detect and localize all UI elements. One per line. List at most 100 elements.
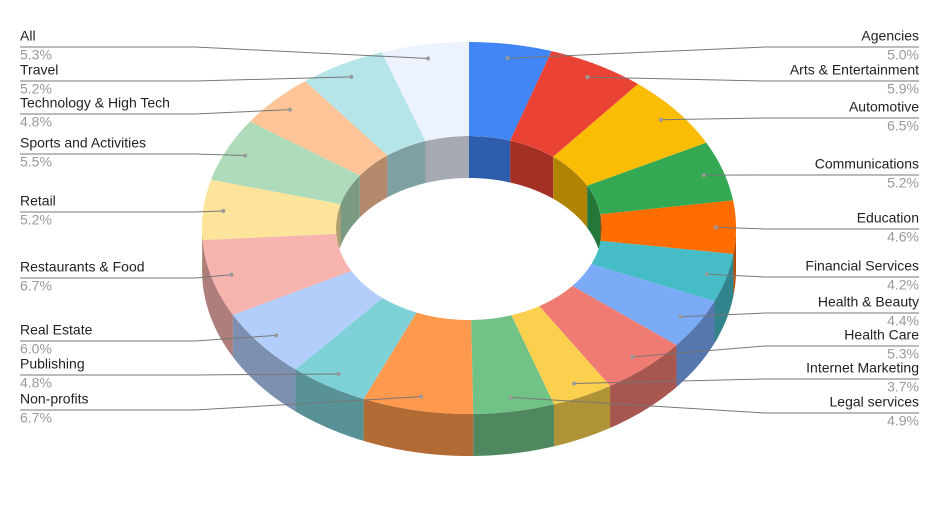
leader-line xyxy=(20,396,422,411)
leader-dot xyxy=(713,225,718,230)
inner-side xyxy=(425,136,469,184)
label-name: Legal services xyxy=(830,394,920,410)
slice-side xyxy=(202,239,233,357)
leader-dot xyxy=(287,107,292,112)
slice xyxy=(202,179,341,240)
label-value: 6.5% xyxy=(887,118,919,134)
slice xyxy=(249,81,388,176)
leader-line xyxy=(507,46,919,59)
leader-dot xyxy=(658,117,663,122)
slice-side xyxy=(733,228,736,296)
label-name: Communications xyxy=(815,156,919,172)
slice xyxy=(232,270,383,370)
label-value: 5.0% xyxy=(887,47,919,63)
label-value: 5.2% xyxy=(887,175,919,191)
label-value: 3.7% xyxy=(887,379,919,395)
leader-dot xyxy=(229,272,234,277)
slice-side xyxy=(232,314,296,412)
label-name: Financial Services xyxy=(805,258,919,274)
slice-side xyxy=(473,404,554,456)
inner-walls xyxy=(336,136,602,270)
inner-side xyxy=(387,141,426,198)
leader-line xyxy=(20,274,232,279)
leader-line xyxy=(660,117,919,121)
inner-side xyxy=(510,140,554,199)
inner-side xyxy=(359,155,388,218)
leader-dot xyxy=(678,314,683,319)
leader-dot xyxy=(274,333,279,338)
slice-side xyxy=(363,398,474,456)
leader-line xyxy=(680,312,919,318)
label-name: Automotive xyxy=(849,99,919,115)
label-value: 5.2% xyxy=(20,212,52,228)
label-name: Travel xyxy=(20,62,58,78)
label-value: 4.8% xyxy=(20,114,52,130)
inner-side xyxy=(340,175,360,247)
label-name: Health Care xyxy=(844,327,919,343)
leader-line xyxy=(20,210,224,213)
label-value: 4.8% xyxy=(20,375,52,391)
slice xyxy=(381,42,469,142)
label-value: 6.0% xyxy=(20,341,52,357)
leader-dot xyxy=(243,153,248,158)
slices xyxy=(202,42,736,414)
leader-line xyxy=(20,76,352,82)
slice xyxy=(471,315,554,414)
label-name: Education xyxy=(857,210,919,226)
slice xyxy=(305,52,426,156)
label-name: Agencies xyxy=(861,28,919,44)
slice xyxy=(511,306,611,405)
slice xyxy=(553,84,707,186)
leader-dot xyxy=(508,395,513,400)
label-name: Real Estate xyxy=(20,322,93,338)
inner-side xyxy=(587,185,601,257)
label-name: Arts & Entertainment xyxy=(790,62,919,78)
leader-dot xyxy=(701,173,706,178)
label-value: 5.2% xyxy=(20,81,52,97)
leader-dot xyxy=(585,75,590,80)
label-name: Publishing xyxy=(20,356,85,372)
leader-line xyxy=(20,334,277,342)
slice xyxy=(211,121,360,205)
label-value: 6.7% xyxy=(20,410,52,426)
slice xyxy=(539,285,677,386)
leader-line xyxy=(574,378,919,385)
outer-walls xyxy=(202,228,736,456)
label-value: 5.3% xyxy=(20,47,52,63)
label-name: Restaurants & Food xyxy=(20,259,145,275)
leader-dot xyxy=(630,354,635,359)
label-name: Health & Beauty xyxy=(818,294,919,310)
slice xyxy=(600,200,736,254)
leader-line xyxy=(20,109,290,115)
leader-dot xyxy=(336,371,341,376)
slice-side xyxy=(295,369,364,441)
label-name: Sports and Activities xyxy=(20,135,146,151)
label-name: Internet Marketing xyxy=(806,360,919,376)
slice xyxy=(363,312,474,414)
leader-dot xyxy=(572,381,577,386)
leader-dot xyxy=(349,74,354,79)
label-value: 6.7% xyxy=(20,278,52,294)
leader-line xyxy=(715,226,919,230)
leader-line xyxy=(20,153,246,156)
leader-dot xyxy=(704,272,709,277)
label-name: Retail xyxy=(20,193,56,209)
leader-line xyxy=(632,345,919,358)
label-name: Technology & High Tech xyxy=(20,95,170,111)
slice xyxy=(202,233,352,315)
slice xyxy=(572,264,715,346)
leader-line xyxy=(20,373,339,376)
label-value: 5.5% xyxy=(20,154,52,170)
inner-side xyxy=(553,156,588,228)
leader-line xyxy=(587,76,919,82)
label-value: 4.4% xyxy=(887,313,919,329)
leader-line xyxy=(510,396,919,414)
slice-side xyxy=(714,253,734,344)
slice xyxy=(591,240,734,302)
label-value: 4.6% xyxy=(887,229,919,245)
slice xyxy=(469,42,552,141)
label-value: 5.9% xyxy=(887,81,919,97)
labels: Agencies 5.0%Arts & Entertainment 5.9% Auto… xyxy=(20,28,919,429)
